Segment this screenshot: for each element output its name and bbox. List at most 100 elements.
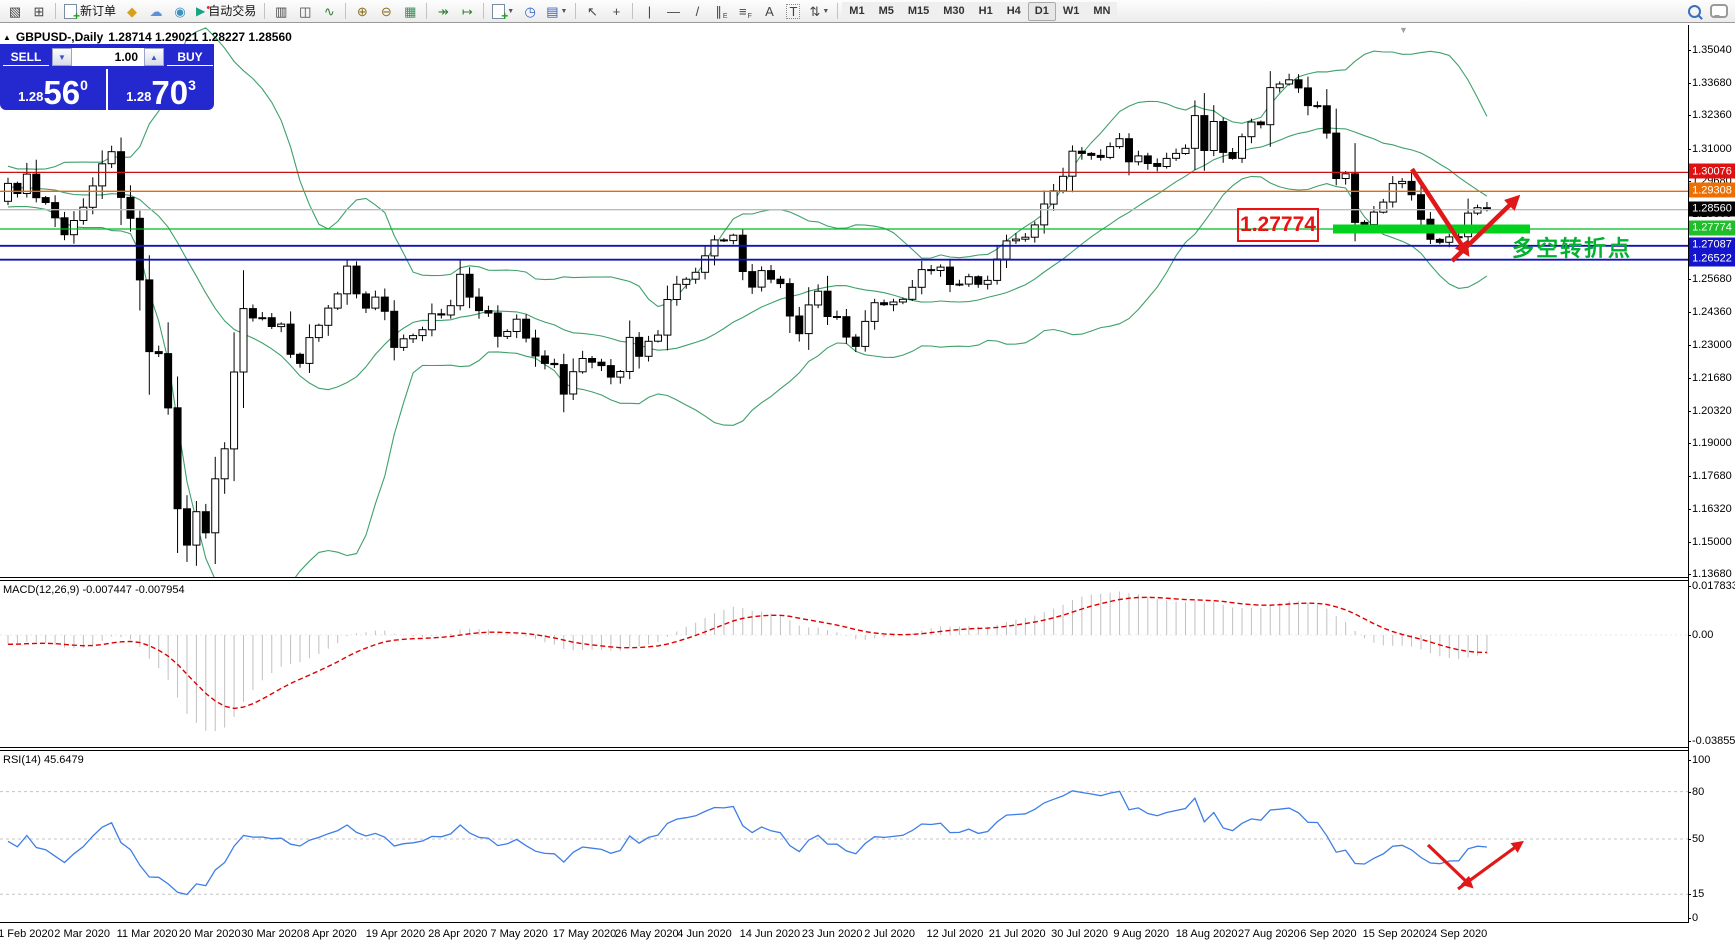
- macd-indicator-label: MACD(12,26,9) -0.007447 -0.007954: [3, 584, 185, 596]
- timeframe-d1[interactable]: D1: [1027, 1, 1056, 21]
- price-badge: 1.28560: [1689, 201, 1735, 217]
- candle: [512, 318, 521, 333]
- candle: [964, 276, 973, 285]
- panel-splitter[interactable]: [0, 747, 1688, 751]
- candle: [286, 323, 295, 355]
- chart-bars-icon[interactable]: ▥: [270, 1, 292, 21]
- community-icon[interactable]: ☁: [145, 1, 167, 21]
- rsi-axis-label: 80: [1687, 785, 1705, 798]
- sell-button[interactable]: SELL: [3, 48, 49, 66]
- channel-icon[interactable]: ∥ E: [710, 1, 732, 21]
- candle: [804, 304, 813, 335]
- periods-icon[interactable]: ◷: [519, 1, 541, 21]
- chart-shift-marker-icon[interactable]: ▼: [1399, 25, 1408, 35]
- mql-market-icon[interactable]: ◆: [121, 1, 143, 21]
- candle: [69, 220, 78, 236]
- tile-windows-icon[interactable]: ▦: [399, 1, 421, 21]
- new-chart-icon[interactable]: ▧: [4, 1, 26, 21]
- price-tick: 1.20320: [1688, 405, 1732, 417]
- candle: [1153, 163, 1162, 167]
- candle: [475, 296, 483, 312]
- date-tick: 14 Jun 2020: [739, 928, 801, 940]
- auto-scroll-icon[interactable]: ↠: [432, 1, 454, 21]
- date-tick: 30 Mar 2020: [241, 928, 303, 940]
- buy-button[interactable]: BUY: [167, 48, 213, 66]
- timeframe-m15[interactable]: M15: [900, 1, 937, 21]
- volume-increase-button[interactable]: ▲: [144, 48, 164, 66]
- trend-arrow: [1410, 167, 1470, 257]
- rsi-panel[interactable]: [0, 751, 1688, 922]
- macd-panel[interactable]: [0, 581, 1688, 747]
- timeframe-w1[interactable]: W1: [1055, 1, 1087, 21]
- text-icon[interactable]: A: [758, 1, 780, 21]
- sell-price-display[interactable]: 1.28 56 0: [0, 69, 108, 110]
- chart-candles-icon[interactable]: ◫: [294, 1, 316, 21]
- trendline-icon[interactable]: /: [686, 1, 708, 21]
- horizontal-line-icon[interactable]: —: [662, 1, 684, 21]
- timeframe-h4[interactable]: H4: [999, 1, 1028, 21]
- fibonacci-icon[interactable]: ≡ F: [734, 1, 756, 21]
- candle: [1285, 79, 1294, 85]
- candle: [1275, 83, 1284, 89]
- timeframe-h1[interactable]: H1: [971, 1, 1000, 21]
- candle: [1303, 87, 1312, 107]
- chat-icon[interactable]: [1707, 1, 1731, 21]
- new-order-button[interactable]: + 新订单: [61, 1, 119, 22]
- zoom-out-icon[interactable]: ⊖: [375, 1, 397, 21]
- crosshair-icon[interactable]: +: [605, 1, 627, 21]
- candle: [1190, 115, 1199, 149]
- timeframe-m5[interactable]: M5: [871, 1, 901, 21]
- candle: [1332, 132, 1341, 179]
- date-tick: 7 May 2020: [490, 928, 548, 940]
- search-icon[interactable]: [1683, 1, 1705, 21]
- cursor-icon[interactable]: ↖: [581, 1, 603, 21]
- indicators-icon[interactable]: + ▼: [489, 1, 517, 22]
- zoom-in-icon[interactable]: ⊕: [351, 1, 373, 21]
- candle: [343, 265, 352, 295]
- text-label-icon[interactable]: T: [782, 1, 804, 21]
- candle: [1077, 150, 1086, 154]
- toolbar-separator: [55, 3, 56, 19]
- price-chart[interactable]: [0, 25, 1688, 577]
- candle: [154, 351, 163, 355]
- vertical-line-icon[interactable]: |: [638, 1, 660, 21]
- rsi-axis-label: 0: [1687, 912, 1699, 924]
- support-price-label[interactable]: 1.27774: [1237, 208, 1319, 242]
- candle: [135, 217, 144, 281]
- candle: [1398, 180, 1407, 185]
- profiles-icon[interactable]: ⊞: [28, 1, 50, 21]
- rsi-line: [7, 790, 1487, 896]
- candle: [851, 336, 860, 347]
- timeframe-m30[interactable]: M30: [936, 1, 972, 21]
- buy-price-display[interactable]: 1.28 70 3: [126, 73, 196, 111]
- price-tick: 1.33680: [1688, 76, 1732, 89]
- candle: [993, 258, 1002, 281]
- price-tick: 1.21680: [1688, 371, 1732, 384]
- candle: [98, 163, 107, 187]
- candle: [870, 302, 879, 322]
- timeframe-m1[interactable]: M1: [842, 1, 872, 21]
- candle: [399, 338, 408, 348]
- toolbar-separator: [426, 3, 428, 19]
- volume-decrease-button[interactable]: ▼: [52, 48, 72, 66]
- turning-point-note[interactable]: 多空转折点: [1512, 236, 1633, 261]
- candle: [107, 151, 116, 165]
- arrows-icon[interactable]: ⇅ ▼: [806, 1, 832, 21]
- candle: [258, 317, 267, 320]
- candle: [597, 361, 606, 367]
- date-tick: 23 Jun 2020: [801, 928, 863, 940]
- candle: [1369, 211, 1378, 226]
- signals-icon[interactable]: ◉: [169, 1, 191, 21]
- candle: [361, 293, 370, 309]
- templates-icon[interactable]: ▤ ▼: [543, 1, 570, 21]
- bollinger-band: [7, 127, 1488, 391]
- timeframe-mn[interactable]: MN: [1086, 1, 1118, 21]
- chart-shift-icon[interactable]: ↦: [456, 1, 478, 21]
- chart-line-icon[interactable]: ∿: [318, 1, 340, 21]
- volume-input[interactable]: [72, 48, 144, 66]
- auto-trading-button[interactable]: ▶ • 自动交易: [193, 1, 259, 21]
- panel-splitter[interactable]: [0, 577, 1688, 581]
- toolbar-separator: [575, 3, 577, 19]
- date-tick: 28 Apr 2020: [428, 928, 488, 940]
